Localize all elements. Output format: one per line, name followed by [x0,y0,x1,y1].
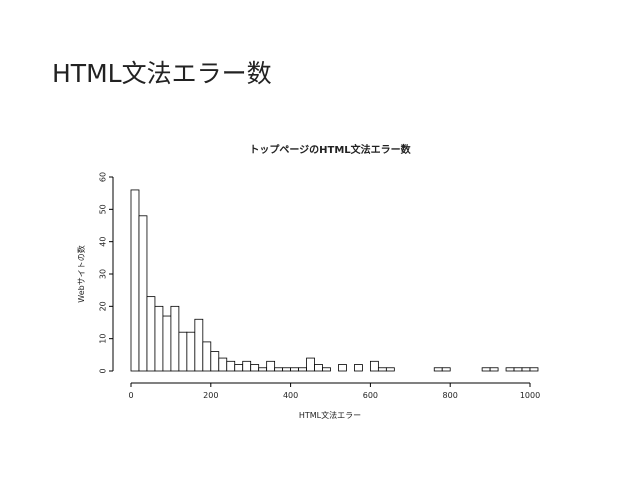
bar [306,357,315,372]
bar [234,364,244,372]
bar [290,367,299,372]
bar [266,360,276,372]
bar [210,351,220,372]
bar [441,367,451,372]
x-tick-label: 600 [363,391,378,400]
bar [377,367,387,372]
bar [529,367,539,372]
bar [162,315,172,372]
bar [146,296,156,372]
bar [314,364,323,372]
bar [154,305,164,372]
y-tick-label: 30 [99,269,108,279]
bar [481,367,491,372]
bar [194,318,204,372]
y-tick-label: 50 [99,204,108,214]
bar [338,364,347,372]
bar [226,360,236,372]
x-axis-label: HTML文法エラー [299,410,361,420]
slide-title: HTML文法エラー数 [52,59,272,88]
bar [433,367,443,372]
x-tick-label: 200 [203,391,218,400]
y-axis-label: Webサイトの数 [76,245,86,302]
y-tick-label: 10 [99,334,108,344]
bar [354,364,363,372]
bar [521,367,531,372]
bar [218,357,228,372]
y-tick-label: 60 [99,172,108,182]
bar [513,367,523,372]
bar [178,331,188,372]
bar [186,331,196,372]
bar [250,364,260,372]
bar [369,360,379,372]
y-tick-label: 0 [99,368,108,373]
bar [385,367,395,372]
bar [130,189,140,372]
bar [274,367,284,372]
bar [258,367,268,372]
bar [322,367,331,372]
bar [202,341,212,372]
bar [138,215,148,372]
bar [505,367,515,372]
bar [170,305,180,372]
y-tick-label: 20 [99,301,108,311]
bar [298,367,307,372]
x-tick-label: 800 [443,391,458,400]
bar [282,367,291,372]
chart-title: トップページのHTML文法エラー数 [249,143,411,156]
y-tick-label: 40 [99,237,108,247]
bar [242,360,252,372]
x-tick-label: 400 [283,391,298,400]
x-tick-label: 1000 [520,391,540,400]
x-tick-label: 0 [128,391,133,400]
bar [489,367,499,372]
